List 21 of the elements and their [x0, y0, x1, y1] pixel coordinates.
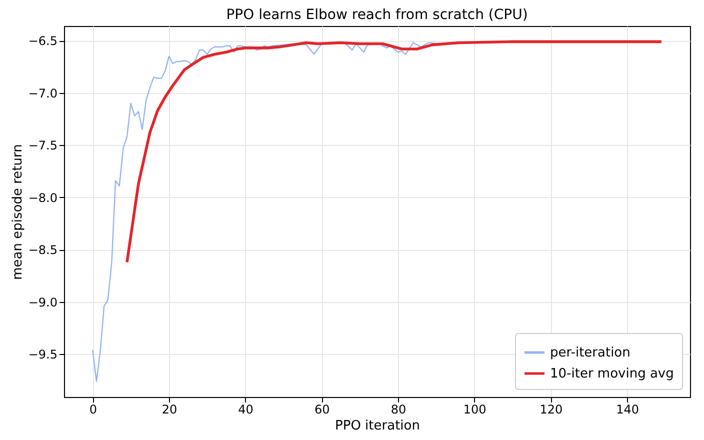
x-tick-label: 60 [314, 402, 330, 416]
chart-title: PPO learns Elbow reach from scratch (CPU) [226, 7, 528, 23]
legend-label: per-iteration [550, 346, 630, 360]
x-tick-label: 120 [540, 402, 563, 416]
legend-label: 10-iter moving avg [550, 366, 674, 382]
x-tick-label: 80 [390, 402, 406, 416]
y-tick-label: −6.5 [28, 34, 58, 48]
x-tick-label: 100 [463, 402, 486, 416]
line-series [126, 40, 663, 264]
y-tick-label: −9.0 [28, 295, 58, 310]
y-tick-label: −8.0 [28, 190, 58, 205]
x-tick-label: 20 [162, 402, 178, 416]
y-tick-label: −8.5 [28, 243, 58, 258]
y-tick-label: −7.0 [28, 86, 58, 100]
y-axis-title: mean episode return [10, 144, 26, 280]
x-axis-title: PPO iteration [335, 418, 420, 434]
x-tick-label: 0 [89, 402, 97, 416]
y-tick-label: −7.5 [28, 138, 58, 153]
y-tick-label: −9.5 [28, 348, 58, 362]
x-tick-label: 140 [616, 402, 639, 416]
x-tick-label: 40 [238, 402, 254, 416]
